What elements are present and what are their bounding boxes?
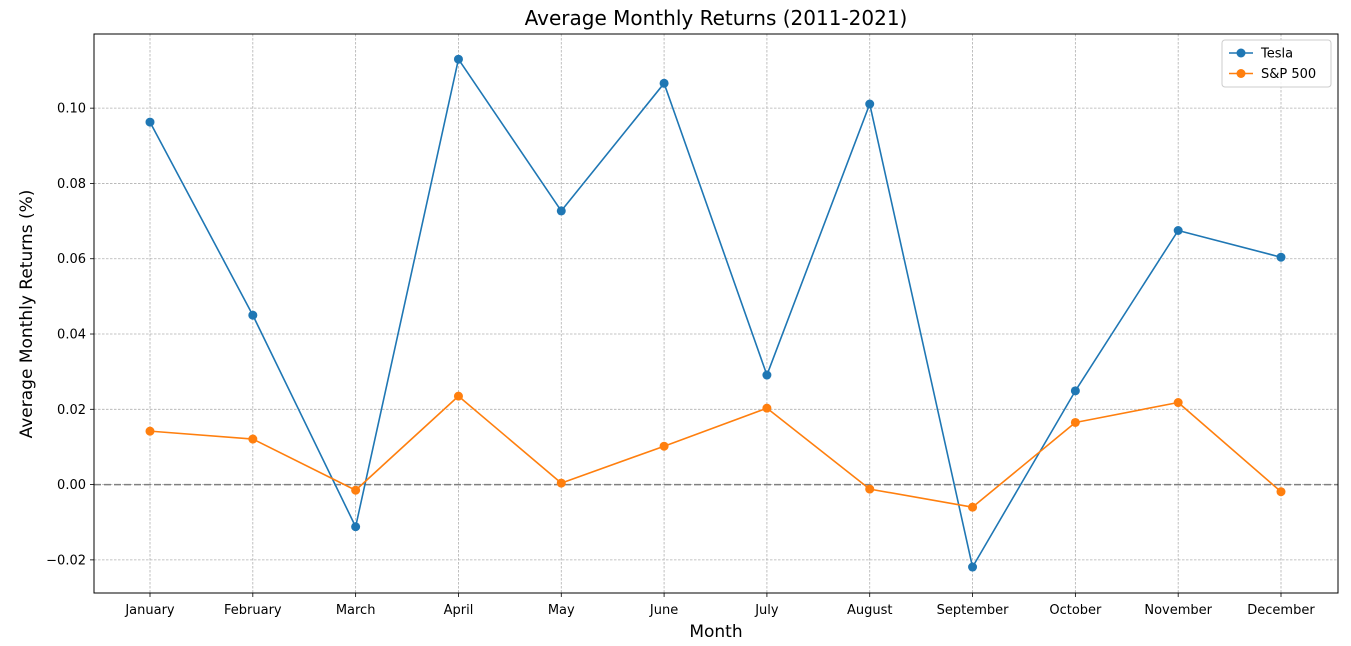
data-point-tesla xyxy=(865,99,875,109)
chart-title: Average Monthly Returns (2011-2021) xyxy=(525,6,908,30)
data-point-s-p-500 xyxy=(556,478,566,488)
grid-lines xyxy=(94,34,1338,593)
data-point-tesla xyxy=(1070,386,1080,396)
x-tick-label: November xyxy=(1144,603,1212,618)
y-tick-label: 0.02 xyxy=(57,403,86,418)
x-tick-label: December xyxy=(1247,603,1315,618)
axis-ticks: January February March April May June July Augu… xyxy=(46,102,1315,618)
data-point-tesla xyxy=(659,78,669,88)
data-point-s-p-500 xyxy=(865,484,875,494)
data-point-s-p-500 xyxy=(1276,487,1286,497)
x-tick-label: March xyxy=(336,603,376,618)
legend-swatch-marker-s-p-500 xyxy=(1236,69,1246,78)
data-point-tesla xyxy=(248,310,258,320)
data-point-tesla xyxy=(453,54,463,64)
y-tick-label: 0.00 xyxy=(57,478,86,493)
data-point-tesla xyxy=(762,370,772,380)
y-tick-label: 0.06 xyxy=(57,252,86,267)
x-tick-label: January xyxy=(124,603,175,618)
y-axis-label: Average Monthly Returns (%) xyxy=(17,190,37,439)
x-tick-label: September xyxy=(937,603,1010,618)
y-tick-label: 0.04 xyxy=(57,328,86,343)
plot-frame xyxy=(93,33,1339,594)
data-point-tesla xyxy=(145,117,155,127)
data-point-s-p-500 xyxy=(248,434,258,444)
data-point-s-p-500 xyxy=(1173,398,1183,408)
x-tick-label: October xyxy=(1049,603,1102,618)
data-point-tesla xyxy=(556,206,566,216)
legend-label-s-p-500: S&P 500 xyxy=(1261,67,1316,82)
data-point-s-p-500 xyxy=(762,403,772,413)
data-point-s-p-500 xyxy=(145,426,155,436)
data-point-tesla xyxy=(1173,225,1183,235)
x-tick-label: August xyxy=(847,603,893,618)
legend-box xyxy=(1221,39,1332,88)
series-layer xyxy=(145,54,1286,572)
x-tick-label: February xyxy=(224,603,282,618)
y-tick-label: 0.08 xyxy=(57,177,86,192)
data-point-s-p-500 xyxy=(659,441,669,451)
legend-swatch-marker-tesla xyxy=(1236,48,1246,58)
x-tick-label: July xyxy=(754,603,779,618)
x-tick-label: June xyxy=(649,603,678,618)
data-point-s-p-500 xyxy=(1070,417,1080,427)
data-point-s-p-500 xyxy=(453,391,463,401)
series-tesla xyxy=(145,54,1286,572)
legend-label-tesla: Tesla xyxy=(1260,47,1293,62)
data-point-s-p-500 xyxy=(351,485,361,495)
x-tick-label: May xyxy=(548,603,575,618)
series-line-s-p-500 xyxy=(149,395,1282,508)
x-tick-label: April xyxy=(444,603,474,618)
y-tick-label: 0.10 xyxy=(57,102,86,117)
data-point-tesla xyxy=(1276,252,1286,262)
x-axis-label: Month xyxy=(689,622,742,642)
data-point-tesla xyxy=(968,562,978,572)
data-point-tesla xyxy=(351,522,361,532)
legend: Tesla S&P 500 xyxy=(1221,39,1332,88)
y-tick-label: −0.02 xyxy=(46,553,86,568)
series-s-p-500 xyxy=(145,391,1286,512)
series-line-tesla xyxy=(149,58,1282,568)
data-point-s-p-500 xyxy=(968,502,978,512)
